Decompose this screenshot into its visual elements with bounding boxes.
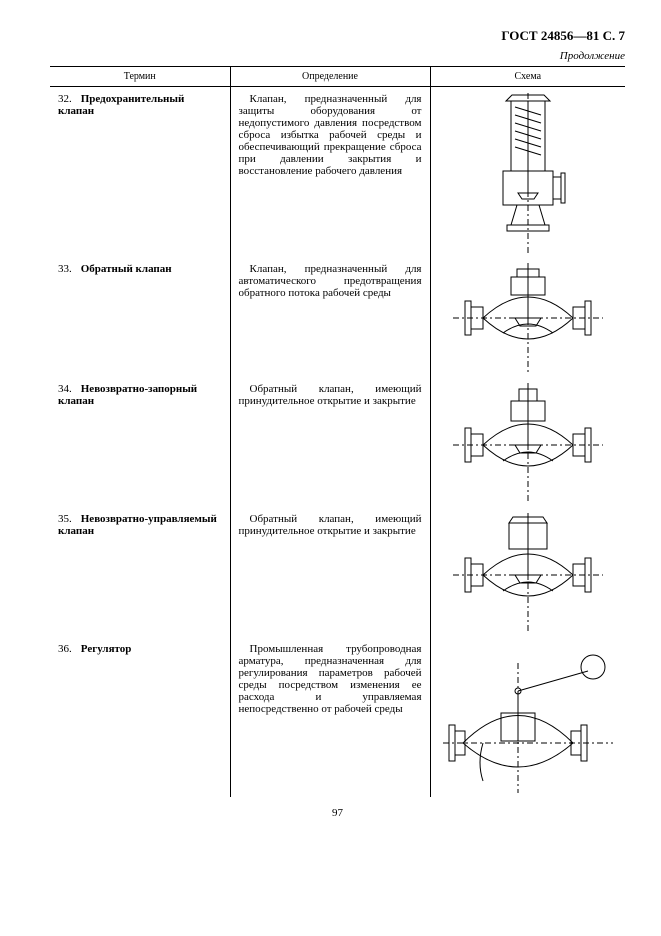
term-definition: Клапан, предназначенный для автоматическ…: [239, 263, 422, 299]
term-definition: Обратный клапан, имеющий принудительное …: [239, 383, 422, 407]
term-number: 36.: [58, 643, 78, 655]
term-name: Невозвратно-управляемый клапан: [58, 513, 217, 537]
col-header-scheme: Схема: [430, 67, 625, 87]
table-header-row: Термин Определение Схема: [50, 67, 625, 87]
terms-table: Термин Определение Схема 32. Предохранит…: [50, 66, 625, 797]
continuation-label: Продолжение: [50, 50, 625, 62]
regulator-diagram: [439, 643, 618, 793]
col-header-definition: Определение: [230, 67, 430, 87]
nonreturn-controlled-valve-diagram: [439, 513, 618, 633]
table-row: 36. Регулятор Промышленная трубопроводна…: [50, 637, 625, 797]
term-definition: Клапан, предназначенный для защиты обору…: [239, 93, 422, 177]
term-number: 33.: [58, 263, 78, 275]
term-number: 35.: [58, 513, 78, 525]
table-row: 34. Невозвратно-запорный клапан Обратный…: [50, 377, 625, 507]
term-name: Регулятор: [81, 643, 132, 655]
check-valve-diagram: [439, 263, 618, 373]
term-definition: Обратный клапан, имеющий принудительное …: [239, 513, 422, 537]
term-number: 34.: [58, 383, 78, 395]
col-header-term: Термин: [50, 67, 230, 87]
document-page: ГОСТ 24856—81 С. 7 Продолжение Термин Оп…: [0, 0, 661, 839]
nonreturn-stop-valve-diagram: [439, 383, 618, 503]
safety-valve-diagram: [439, 93, 618, 253]
table-row: 33. Обратный клапан Клапан, предназначен…: [50, 257, 625, 377]
doc-code: ГОСТ 24856—81 С. 7: [50, 28, 625, 44]
page-number: 97: [50, 807, 625, 819]
term-name: Обратный клапан: [81, 263, 172, 275]
term-name: Невозвратно-запорный клапан: [58, 383, 197, 407]
table-row: 32. Предохранительный клапан Клапан, пре…: [50, 87, 625, 258]
table-row: 35. Невозвратно-управляемый клапан Обрат…: [50, 507, 625, 637]
term-definition: Промышленная трубопроводная арматура, пр…: [239, 643, 422, 715]
term-number: 32.: [58, 93, 78, 105]
